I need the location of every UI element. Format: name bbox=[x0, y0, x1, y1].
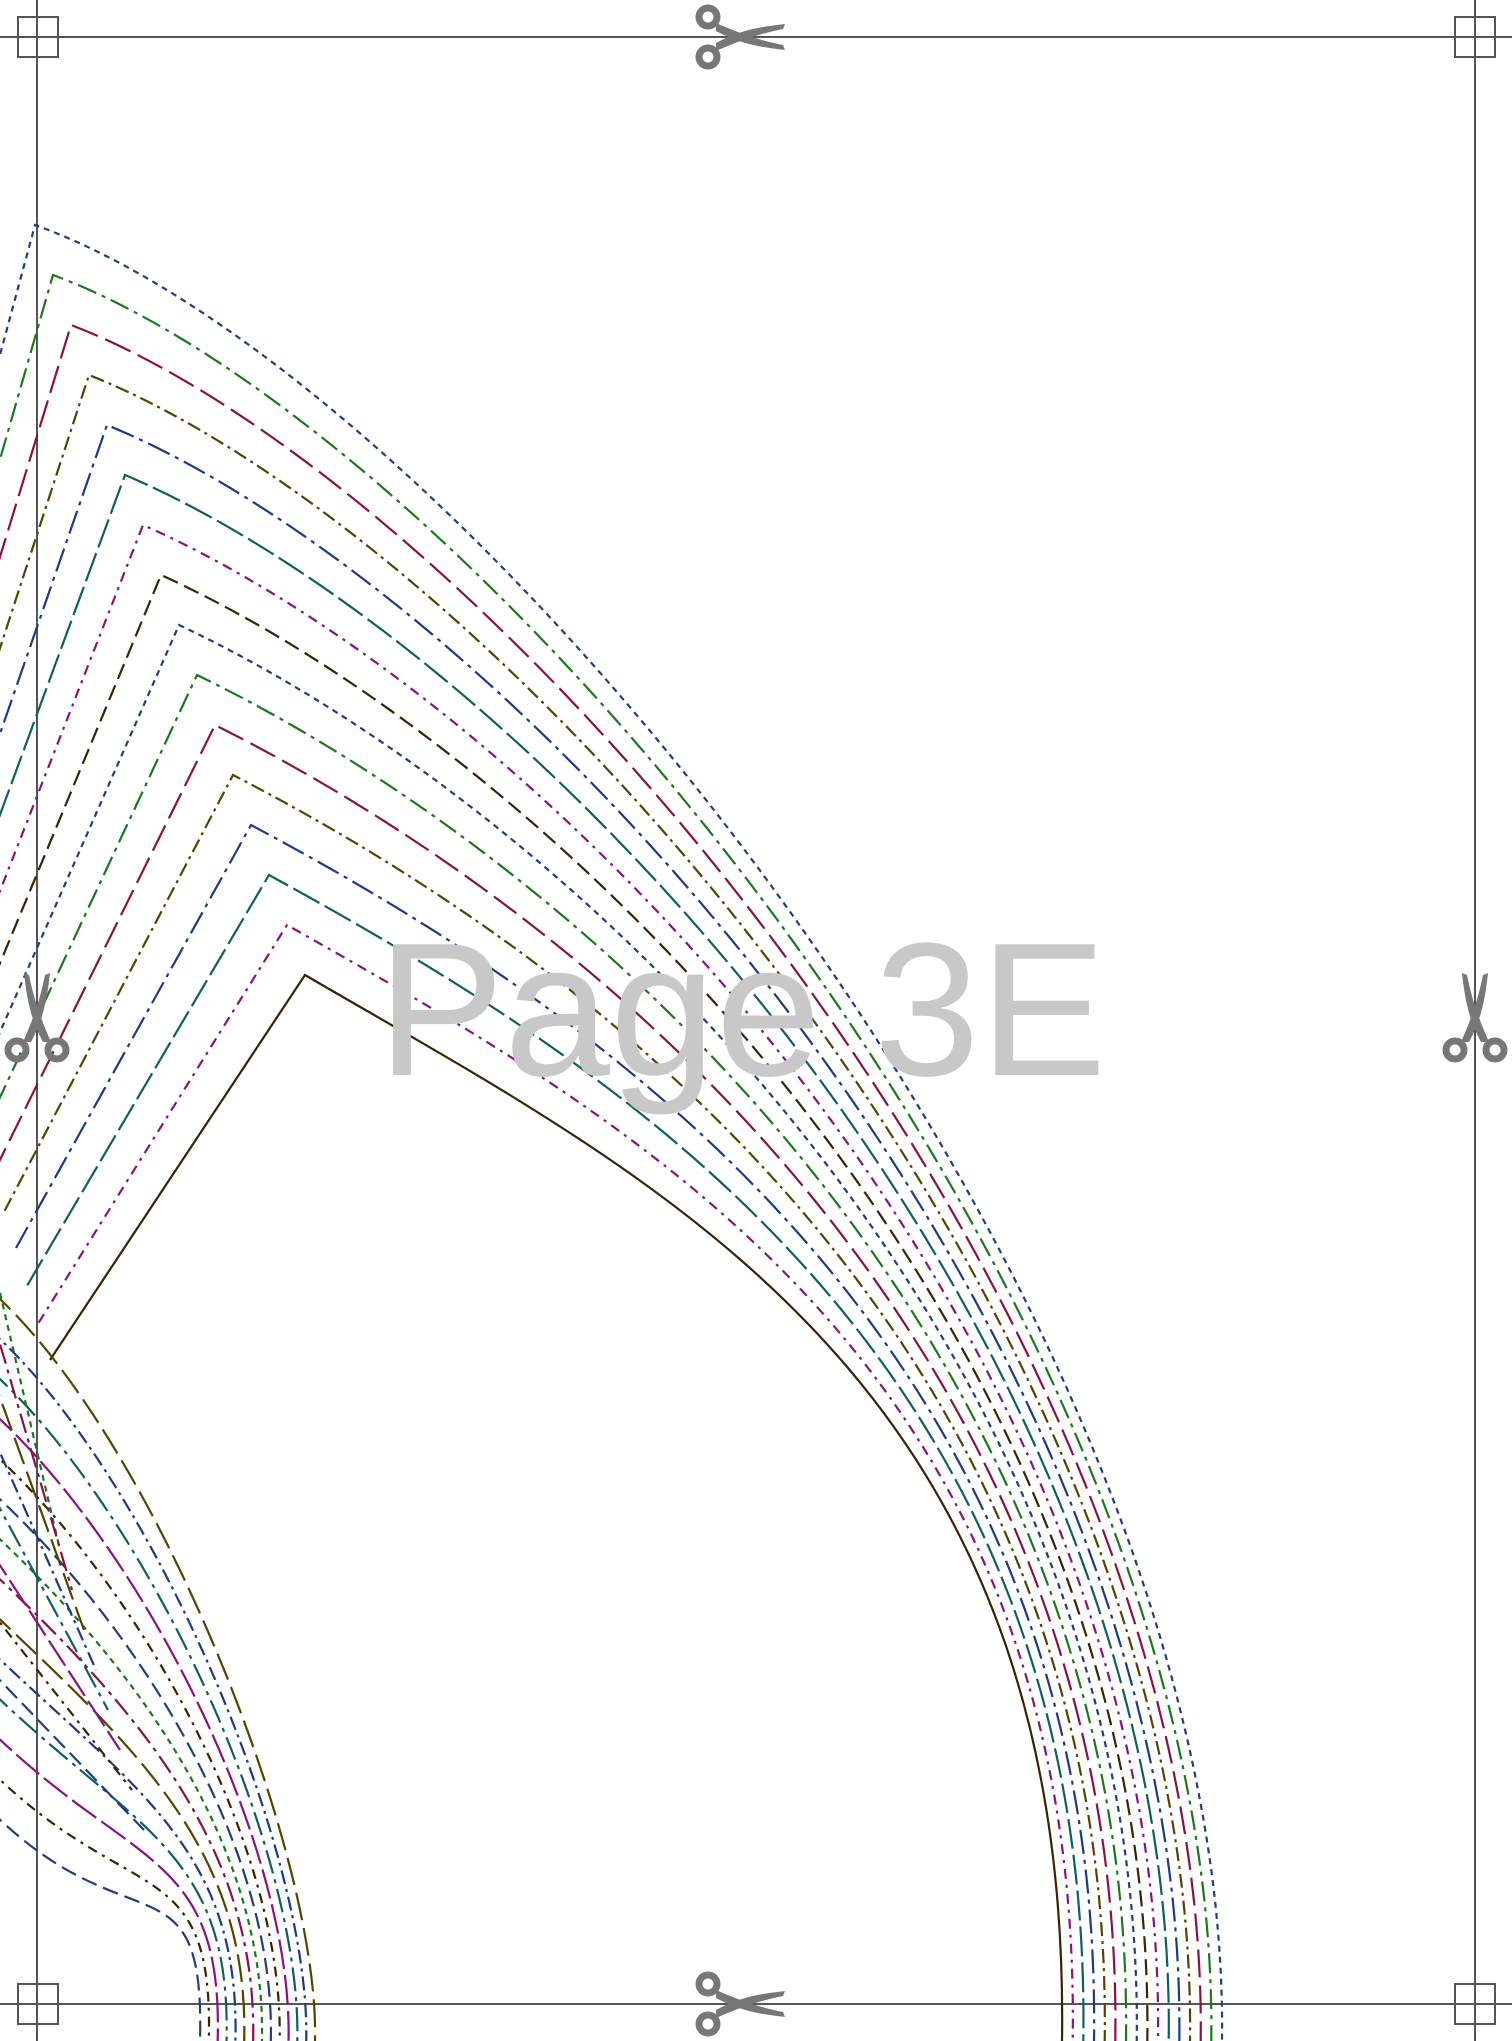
pattern-outline bbox=[0, 1337, 308, 2041]
pattern-outline bbox=[0, 1457, 281, 2041]
pattern-outline bbox=[0, 1417, 290, 2041]
pattern-outline bbox=[37, 923, 1074, 2041]
pattern-outline bbox=[0, 1377, 299, 2041]
pattern-edge bbox=[0, 1394, 86, 1631]
pattern-outline bbox=[0, 473, 1170, 2041]
pattern-outline bbox=[0, 1617, 246, 2041]
pattern-outline bbox=[0, 273, 1213, 2041]
registration-mark-top-left bbox=[17, 16, 59, 58]
pattern-edge bbox=[0, 1340, 74, 1591]
registration-mark-bottom-left bbox=[17, 1983, 59, 2025]
pattern-outline bbox=[3, 773, 1106, 2041]
scissors-icon bbox=[695, 1971, 785, 2037]
pattern-outline bbox=[0, 1497, 272, 2041]
registration-mark-top-right bbox=[1454, 16, 1496, 58]
pattern-outline bbox=[0, 523, 1160, 2041]
pattern-outline bbox=[26, 873, 1085, 2041]
scissors-icon bbox=[695, 4, 785, 70]
pattern-outline bbox=[0, 323, 1202, 2041]
pattern-outline bbox=[0, 673, 1128, 2041]
pattern-edge bbox=[0, 1449, 98, 1671]
pattern-edge bbox=[0, 1620, 133, 1791]
page-label: Page 3E bbox=[378, 904, 1107, 1116]
pattern-outline bbox=[0, 1817, 202, 2041]
pattern-outline bbox=[0, 723, 1117, 2041]
pattern-edge bbox=[0, 1563, 121, 1751]
scissors-icon bbox=[4, 973, 70, 1063]
pattern-outline bbox=[49, 973, 1064, 2041]
pattern-outline bbox=[0, 373, 1192, 2041]
registration-mark-bottom-right bbox=[1454, 1983, 1496, 2025]
pattern-outline bbox=[0, 1297, 317, 2041]
pattern-edge bbox=[0, 1288, 62, 1551]
pattern-outline bbox=[0, 1777, 211, 2041]
pattern-piece-outlines bbox=[0, 223, 1224, 2041]
pattern-outline bbox=[0, 1657, 237, 2041]
pattern-outline bbox=[0, 1697, 228, 2041]
pattern-outline bbox=[0, 1577, 255, 2041]
pattern-edge bbox=[0, 1506, 109, 1711]
pattern-edge bbox=[0, 1678, 145, 1831]
pattern-outline bbox=[0, 423, 1181, 2041]
pattern-outline bbox=[0, 1737, 219, 2041]
pattern-outline bbox=[15, 823, 1096, 2041]
pattern-outline bbox=[0, 573, 1149, 2041]
scissors-icon bbox=[1442, 973, 1508, 1063]
